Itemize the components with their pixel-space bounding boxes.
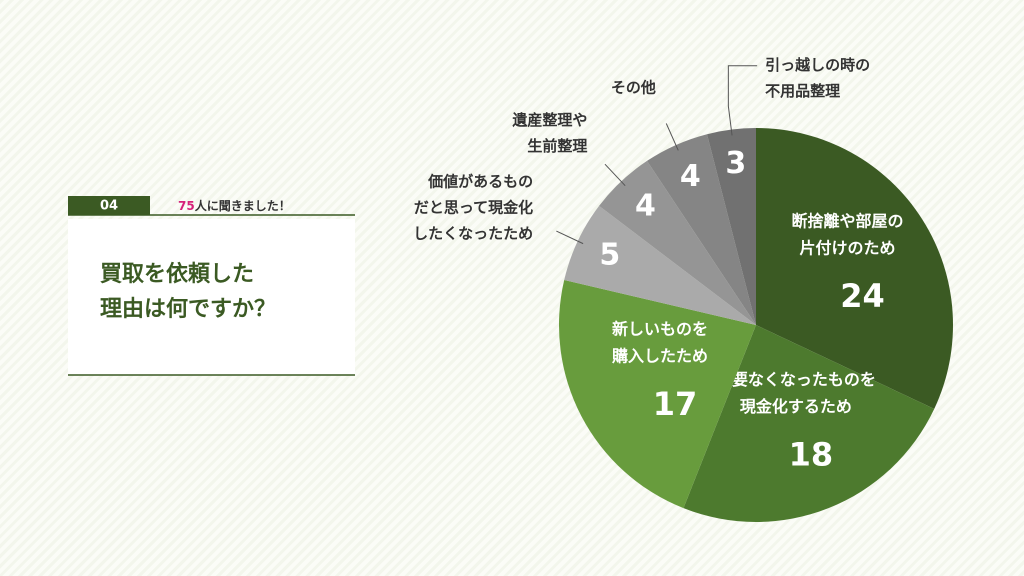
value-label: 17 — [653, 385, 698, 423]
slice-label: 生前整理 — [527, 137, 587, 155]
slice-label: 現金化するため — [740, 397, 852, 416]
slice-label: 断捨離や部屋の — [791, 211, 903, 230]
slice-label: 引っ越しの時の — [765, 56, 870, 74]
slice-label: 片付けのため — [799, 238, 895, 257]
leader-line — [727, 65, 758, 136]
respondents-text: 人に聞きました！ — [195, 198, 291, 213]
respondents-count: 75 — [178, 199, 195, 213]
slice-label: その他 — [611, 79, 656, 97]
leader-line — [604, 163, 626, 187]
leader-line — [556, 230, 584, 245]
value-label: 5 — [599, 238, 620, 273]
slice-label: 新しいものを — [612, 320, 708, 339]
panel-title: 買取を依頼した — [100, 261, 254, 287]
panel-box — [68, 219, 355, 375]
slice-label: 不用品整理 — [765, 82, 840, 100]
slice-label: だと思って現金化 — [414, 199, 533, 217]
value-label: 4 — [635, 189, 656, 224]
pie-slice — [564, 205, 756, 325]
value-label: 18 — [789, 436, 834, 474]
value-label: 3 — [725, 146, 746, 181]
panel-number: 04 — [100, 199, 118, 214]
pie-slice — [559, 280, 756, 509]
slice-label: 遺産整理や — [511, 111, 587, 129]
leader-line — [665, 123, 679, 151]
panel-title: 理由は何ですか？ — [100, 296, 276, 322]
pie-slice — [683, 325, 935, 522]
pie-slice — [756, 128, 953, 409]
slice-label: 必要なくなったものを — [715, 370, 876, 389]
slice-label: したくなったため — [413, 225, 533, 243]
value-label: 24 — [840, 277, 885, 315]
pie-slice — [646, 134, 756, 325]
panel-tab — [68, 196, 150, 215]
value-label: 4 — [680, 159, 701, 194]
pie-slice — [707, 128, 756, 325]
slice-label: 購入したため — [611, 347, 708, 366]
respondents: 75人に聞きました！ — [178, 198, 291, 213]
pie-slice — [599, 160, 756, 325]
slice-label: 価値があるもの — [427, 173, 533, 191]
